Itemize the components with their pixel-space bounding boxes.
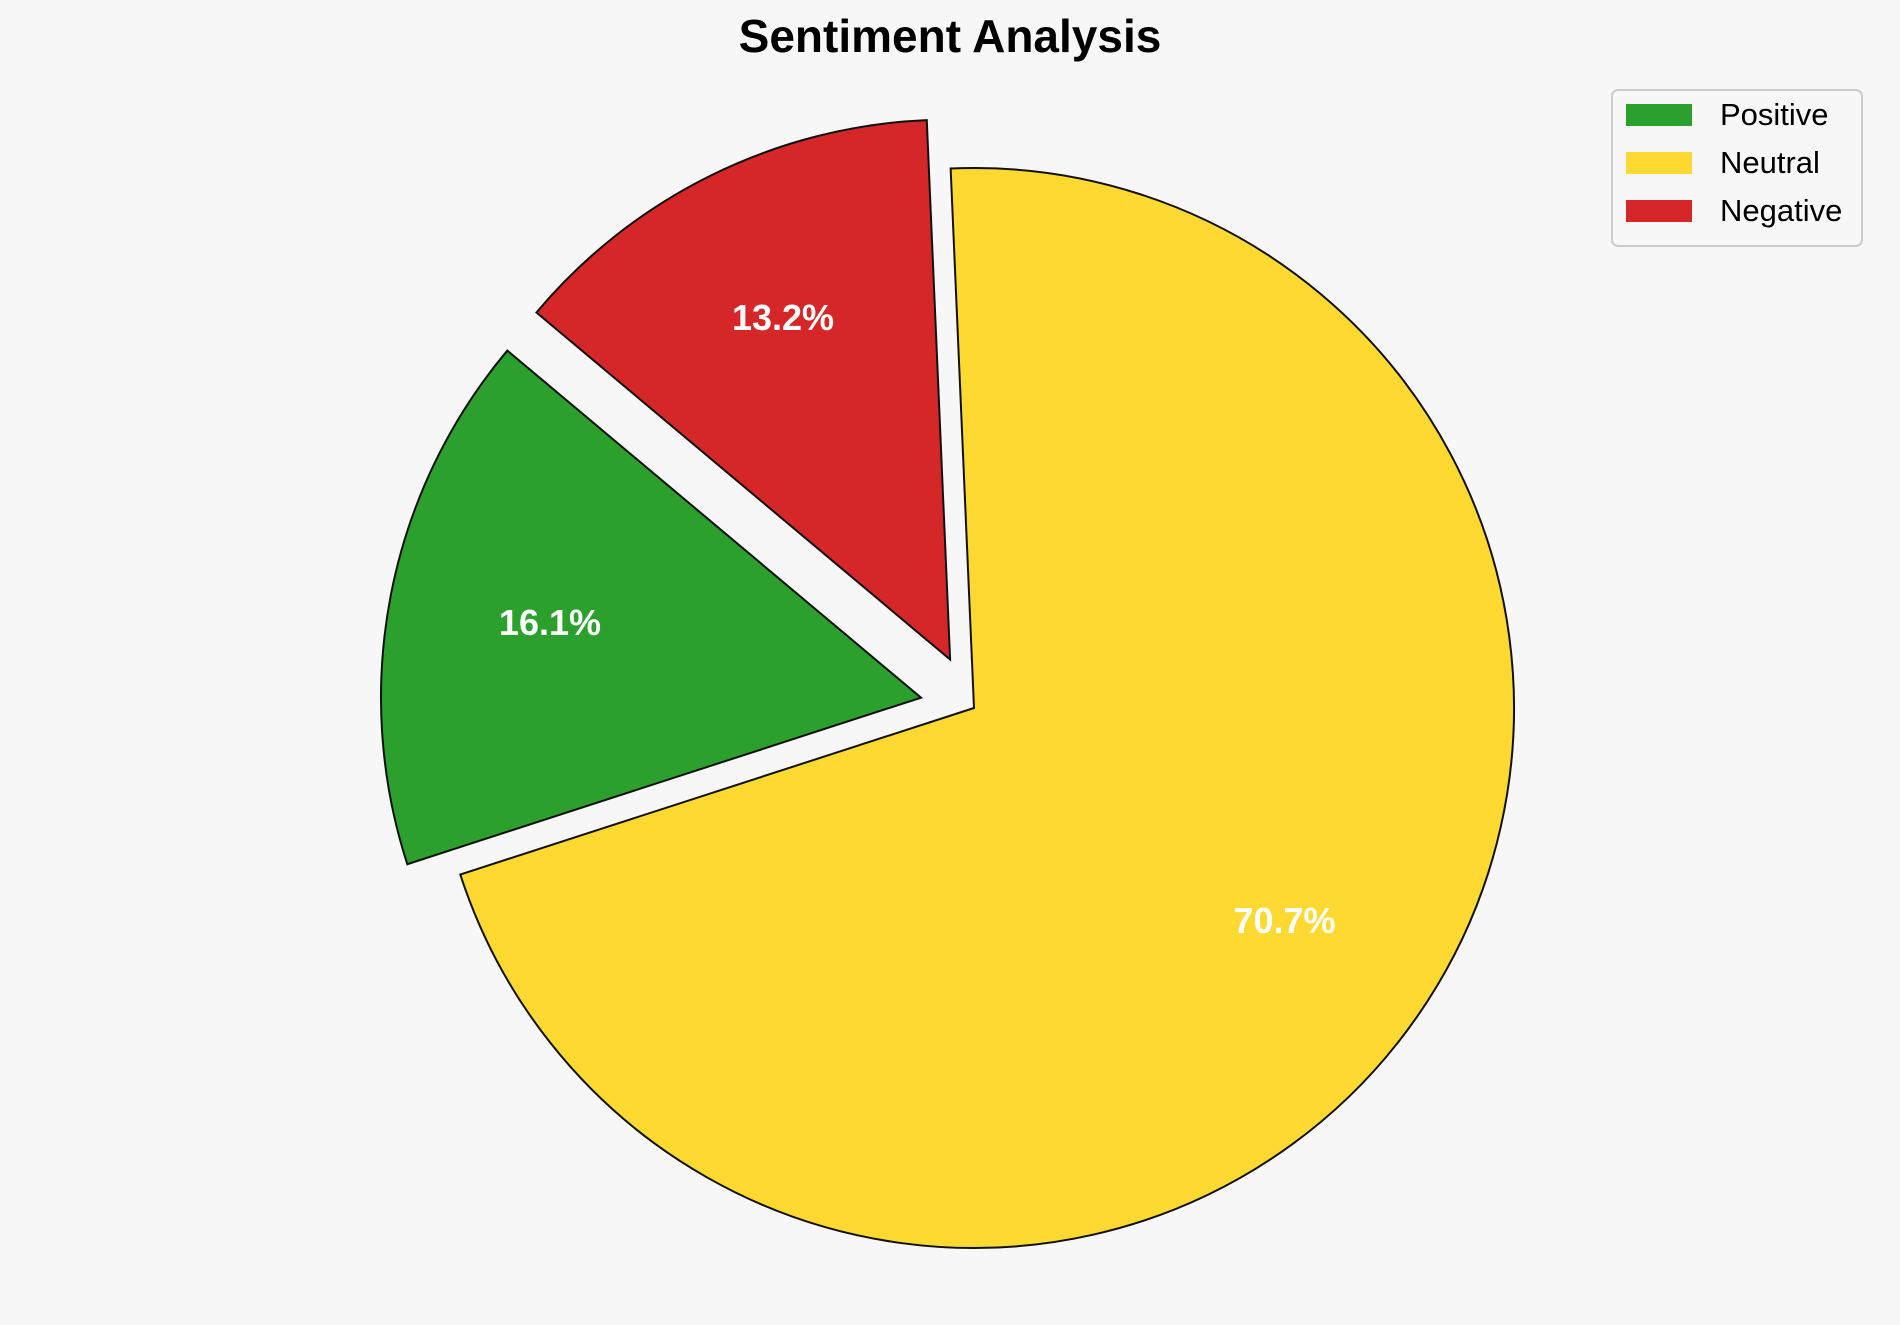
legend-swatch <box>1626 152 1692 174</box>
pie-slice <box>379 349 924 866</box>
legend-label: Neutral <box>1720 145 1820 180</box>
pie-slice <box>459 167 1515 1249</box>
slice-label: 16.1% <box>499 602 601 643</box>
legend-swatch <box>1626 104 1692 126</box>
slice-label: 13.2% <box>732 297 834 338</box>
legend-label: Positive <box>1720 97 1829 132</box>
chart-title: Sentiment Analysis <box>739 10 1162 62</box>
pie-slice <box>535 119 952 662</box>
legend-label: Negative <box>1720 193 1842 228</box>
slice-label: 70.7% <box>1233 900 1335 941</box>
legend-swatch <box>1626 200 1692 222</box>
